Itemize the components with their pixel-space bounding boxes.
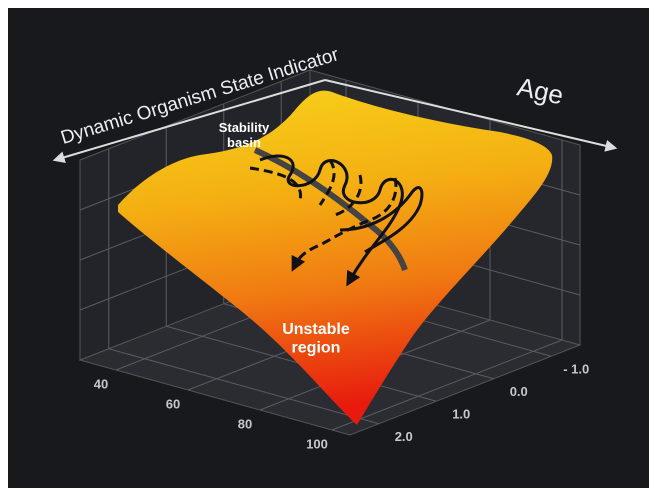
y-tick-label: 2.0 (395, 429, 413, 444)
y-tick-label: 1.0 (452, 407, 470, 422)
x-tick-label: 60 (166, 396, 180, 411)
y-tick-label: - 1.0 (563, 362, 589, 377)
page: Dynamic Organism State Indicator Age Sta… (0, 0, 657, 495)
y-tick-label: 0.0 (510, 384, 528, 399)
x-tick-label: 40 (94, 376, 108, 391)
x-tick-label: 100 (306, 436, 328, 451)
chart: Dynamic Organism State Indicator Age Sta… (0, 0, 657, 495)
x-tick-label: 80 (238, 416, 252, 431)
